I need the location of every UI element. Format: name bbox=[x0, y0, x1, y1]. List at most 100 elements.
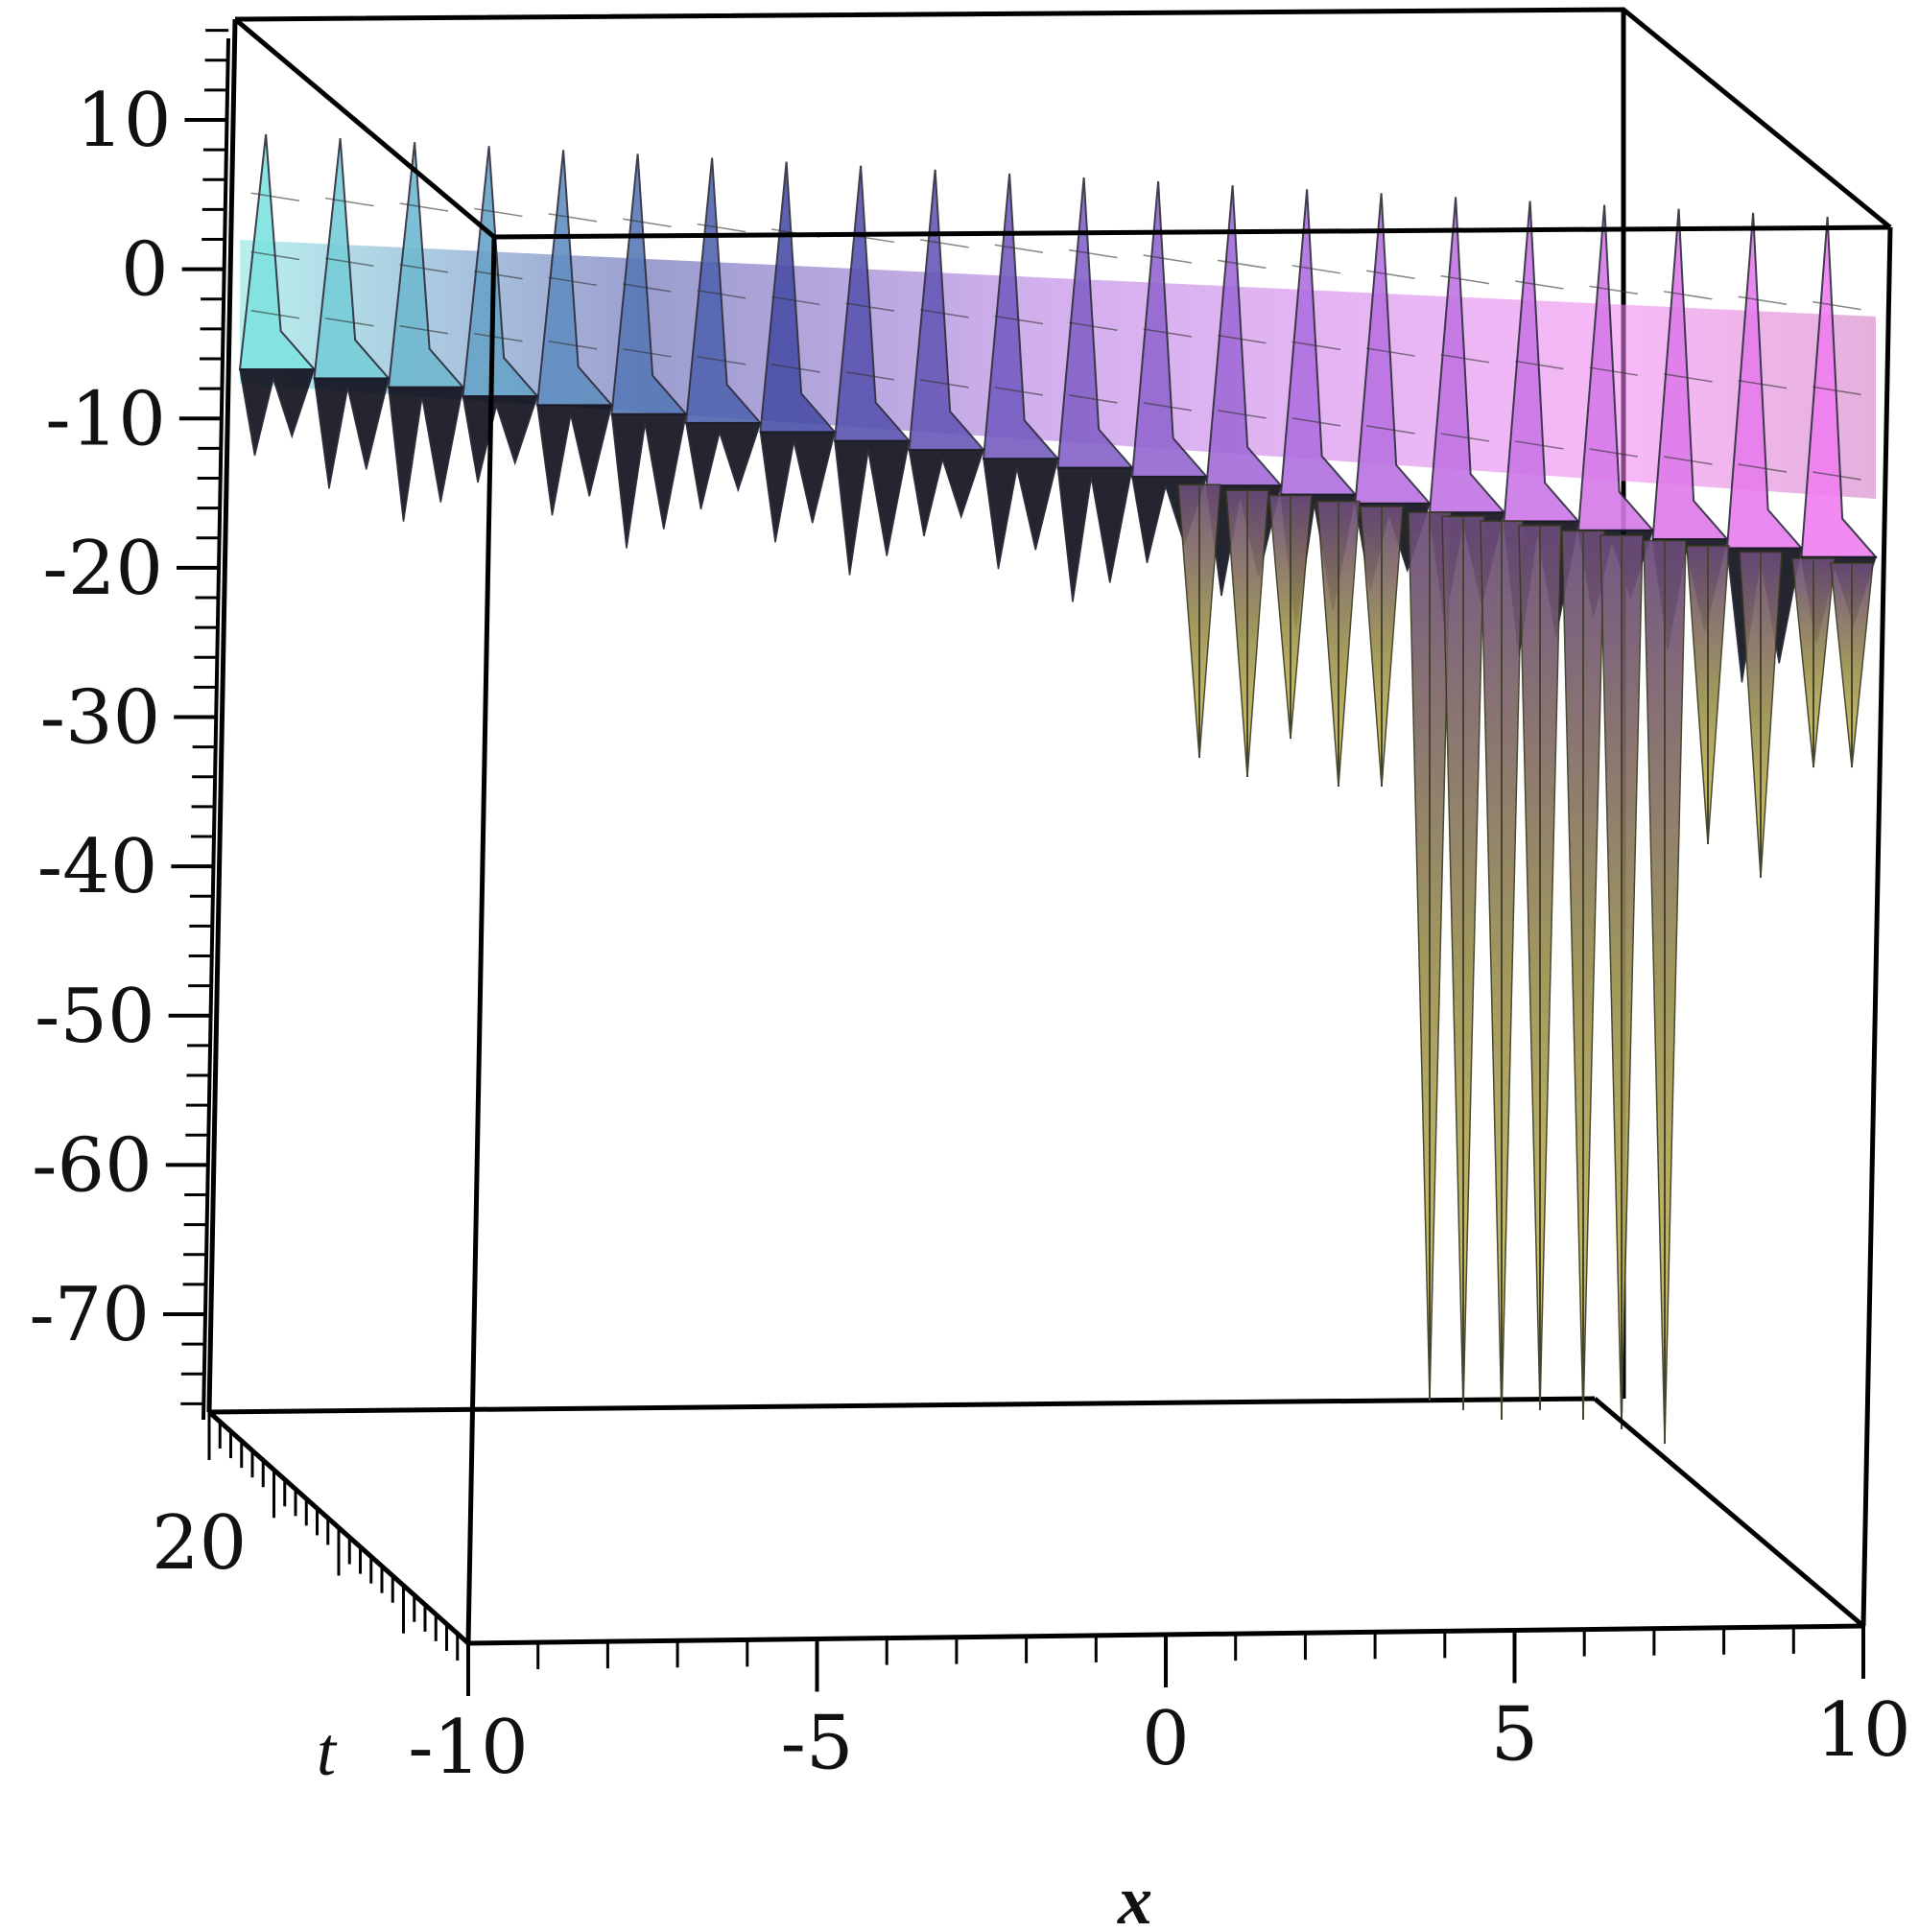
surface-tooth bbox=[759, 431, 836, 543]
x-tick-label: 0 bbox=[1142, 1696, 1190, 1782]
surface-gridline bbox=[697, 356, 746, 365]
t-axis-label: t bbox=[317, 1713, 338, 1790]
surface-gridline bbox=[399, 325, 449, 335]
z-axis: 10 0 -10 -20 -30 -40 -50 -60 -70 bbox=[29, 29, 230, 1421]
surface-gridline bbox=[920, 309, 969, 318]
surface-gridline bbox=[325, 318, 374, 327]
surface-tooth bbox=[983, 458, 1059, 570]
surface-tooth bbox=[1056, 466, 1133, 602]
surface-layer bbox=[238, 133, 1879, 1445]
x-tick-label: -10 bbox=[408, 1705, 529, 1791]
x-tick-label: -5 bbox=[781, 1701, 854, 1787]
x-tick-label: 10 bbox=[1815, 1687, 1910, 1774]
surface-gridline bbox=[1291, 341, 1341, 351]
surface-gridline bbox=[1664, 373, 1713, 383]
surface-gridline bbox=[623, 283, 672, 293]
z-tick-label: 10 bbox=[76, 78, 171, 164]
surface-gridline bbox=[1515, 280, 1564, 290]
surface-gridline bbox=[1812, 471, 1861, 481]
surface-gridline bbox=[1440, 433, 1490, 442]
surface-gridline bbox=[994, 244, 1044, 253]
surface-gridline bbox=[250, 310, 300, 319]
surface-gridline bbox=[474, 207, 523, 218]
surface-gridline bbox=[474, 333, 523, 342]
surface-gridline bbox=[325, 197, 374, 207]
box-front-left bbox=[465, 236, 497, 1644]
z-tick-label: -50 bbox=[35, 974, 155, 1060]
surface-gridline bbox=[325, 257, 374, 267]
surface-gridline bbox=[1589, 366, 1639, 376]
surface-tooth bbox=[610, 412, 687, 549]
surface-gridline bbox=[845, 371, 895, 381]
surface-gridline bbox=[623, 218, 672, 227]
surface-gridline bbox=[1812, 300, 1861, 311]
surface-gridline bbox=[1143, 402, 1193, 412]
surface-gridline bbox=[1738, 379, 1788, 389]
surface-gridline bbox=[1291, 417, 1341, 427]
surface-gridline bbox=[920, 239, 969, 248]
surface-gridline bbox=[399, 202, 449, 212]
box-bottom-right-diag bbox=[1593, 1397, 1865, 1628]
surface-gridline bbox=[1218, 334, 1267, 344]
z-tick-label: -30 bbox=[40, 675, 161, 762]
x-axis-label: x bbox=[1117, 1862, 1152, 1932]
surface-tooth bbox=[239, 368, 316, 457]
surface-gridline bbox=[1664, 291, 1713, 300]
x-axis: -10 -5 0 5 10 bbox=[408, 1626, 1911, 1791]
surface-gridline bbox=[1143, 328, 1193, 338]
surface-gridline bbox=[1069, 248, 1118, 259]
surface-tooth bbox=[834, 439, 911, 576]
surface-gridline bbox=[1366, 425, 1415, 435]
surface-gridline bbox=[548, 276, 598, 287]
surface-gridline bbox=[1664, 456, 1713, 465]
z-tick-label: 0 bbox=[121, 227, 169, 314]
surface-gridline bbox=[1440, 274, 1490, 285]
surface-gridline bbox=[771, 364, 820, 373]
x-tick-label: 5 bbox=[1491, 1692, 1539, 1779]
surface-tooth bbox=[908, 449, 985, 537]
surface-gridline bbox=[1218, 259, 1267, 270]
z-tick-label: -70 bbox=[29, 1272, 150, 1358]
surface-gridline bbox=[1589, 448, 1639, 458]
box-top-left-diag bbox=[233, 17, 496, 239]
surface-gridline bbox=[623, 348, 672, 358]
surface-gridline bbox=[1738, 463, 1788, 473]
surface-gridline bbox=[1143, 254, 1193, 264]
surface-gridline bbox=[250, 250, 300, 261]
surface-gridline bbox=[1589, 285, 1639, 295]
surface-tooth bbox=[313, 377, 390, 489]
z-tick-label: -10 bbox=[45, 376, 166, 462]
z-axis-line bbox=[201, 37, 230, 1421]
surface-gridline bbox=[920, 379, 969, 389]
z-tick-label: -60 bbox=[32, 1122, 153, 1209]
surface-gridline bbox=[548, 341, 598, 350]
surface-gridline bbox=[399, 264, 449, 273]
z-tick-label: -20 bbox=[42, 526, 163, 612]
surface-gridline bbox=[1291, 265, 1341, 274]
box-front-right bbox=[1860, 226, 1893, 1627]
t-axis: 20 t bbox=[152, 1412, 470, 1790]
surface-gridline bbox=[1366, 347, 1415, 357]
box-front-top bbox=[493, 224, 1891, 240]
surface-gridline bbox=[845, 302, 895, 312]
z-tick-label: -40 bbox=[37, 824, 158, 910]
surface-gridline bbox=[1515, 360, 1564, 370]
surface-gridline bbox=[1069, 321, 1118, 331]
surface-gridline bbox=[474, 270, 523, 280]
surface-gridline bbox=[994, 315, 1044, 325]
surface-tooth bbox=[388, 386, 464, 522]
surface-gridline bbox=[697, 223, 746, 233]
surface-gridline bbox=[1440, 354, 1490, 364]
surface-tooth bbox=[685, 422, 762, 510]
box-bottom-back bbox=[208, 1396, 1596, 1415]
surface-gridline bbox=[250, 192, 300, 201]
surface-gridline bbox=[1069, 394, 1118, 404]
surface-gridline bbox=[1738, 295, 1788, 305]
surface-gridline bbox=[1366, 270, 1415, 279]
surface-gridline bbox=[697, 289, 746, 299]
surface-tooth bbox=[462, 395, 539, 483]
surface-gridline bbox=[994, 387, 1044, 396]
t-tick-label-20: 20 bbox=[152, 1500, 247, 1587]
box-back-left bbox=[206, 18, 238, 1413]
